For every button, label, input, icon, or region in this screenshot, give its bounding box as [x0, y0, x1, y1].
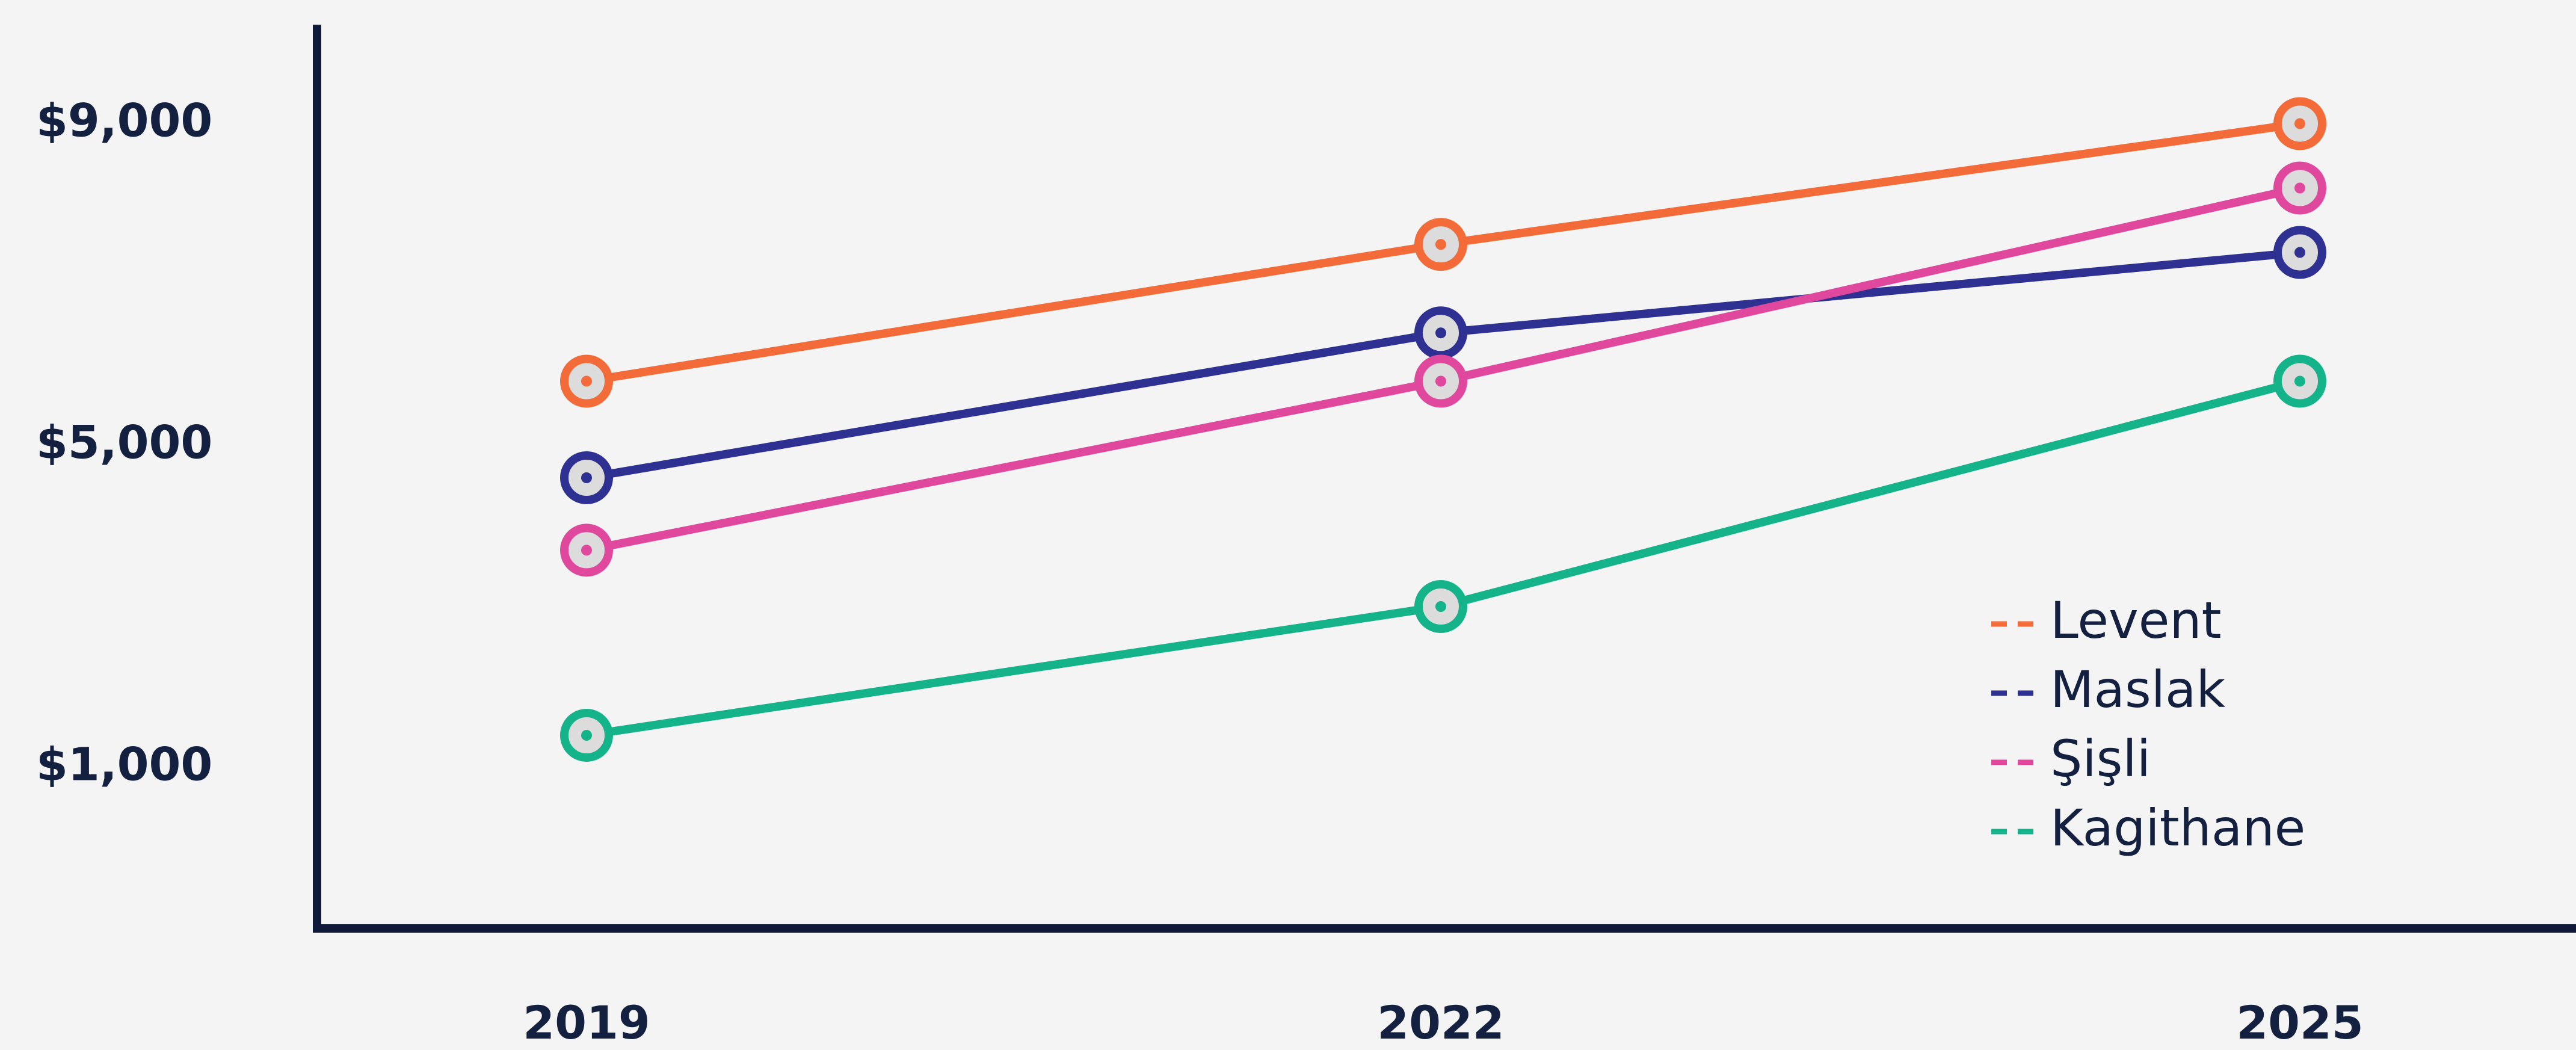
marker-dot [581, 375, 592, 387]
x-tick-label: 2022 [1377, 996, 1505, 1049]
x-tick-label: 2025 [2236, 996, 2364, 1049]
marker-dot [581, 730, 592, 741]
marker-dot [1435, 239, 1446, 250]
marker-dot [581, 545, 592, 556]
y-tick-label: $5,000 [36, 415, 212, 469]
legend-label: Şişli [2050, 729, 2151, 788]
legend-label: Kagithane [2050, 798, 2305, 857]
x-tick-label: 2019 [523, 996, 650, 1049]
legend-label: Levent [2050, 591, 2222, 650]
marker-dot [2294, 118, 2305, 129]
marker-dot [581, 472, 592, 483]
y-tick-label: $9,000 [36, 93, 212, 147]
marker-dot [1435, 375, 1446, 387]
marker-dot [2294, 247, 2305, 258]
marker-dot [2294, 182, 2305, 194]
marker-dot [1435, 327, 1446, 339]
y-tick-label: $1,000 [36, 737, 212, 791]
legend-label: Maslak [2050, 660, 2226, 719]
marker-dot [1435, 601, 1446, 612]
marker-dot [2294, 375, 2305, 387]
